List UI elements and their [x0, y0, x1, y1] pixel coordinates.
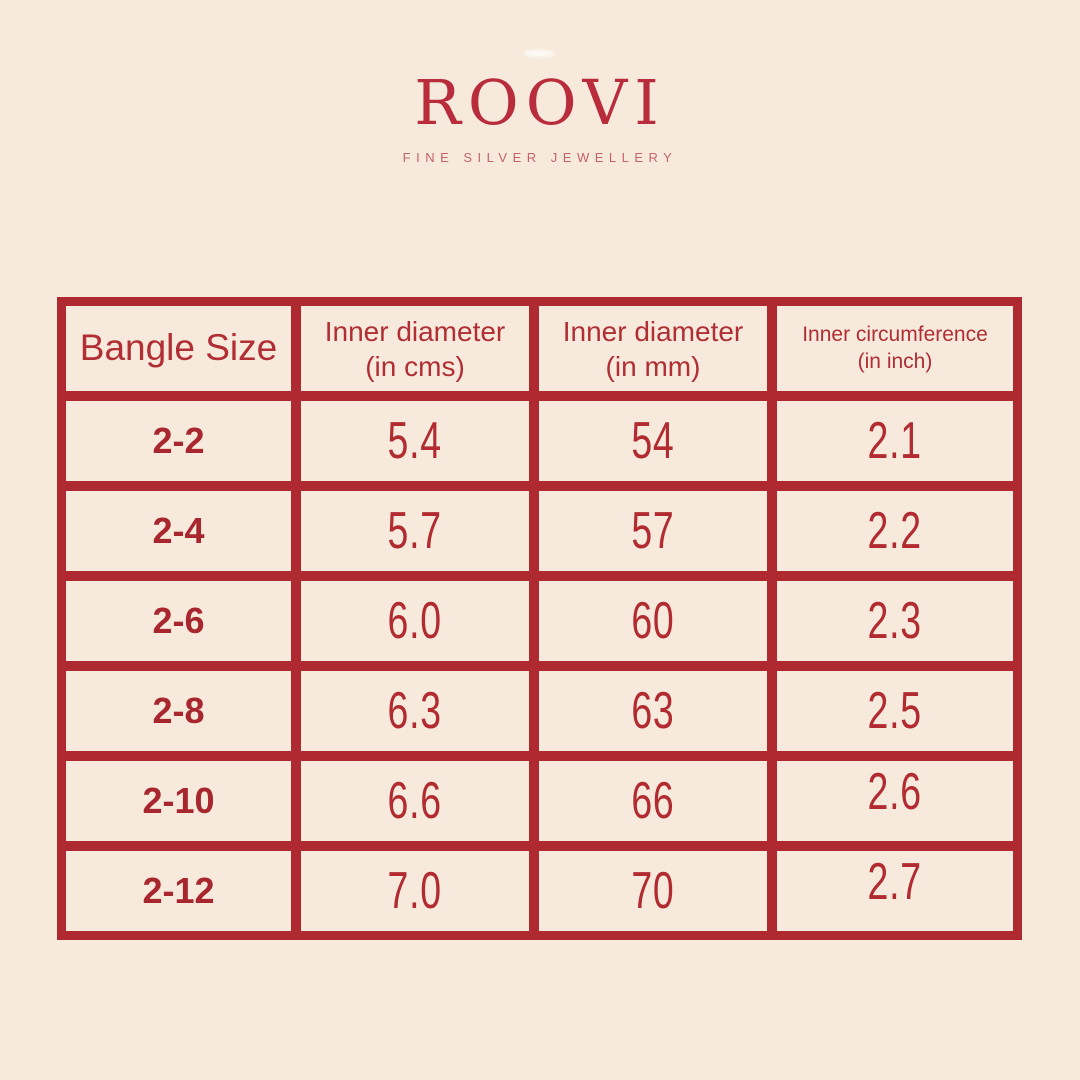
- cell-circumference-inch: 2.5: [777, 671, 1013, 751]
- header-unit: (in mm): [605, 350, 701, 382]
- cell-diameter-mm: 66: [539, 761, 767, 841]
- header-label: Inner circumference: [802, 323, 988, 347]
- cell-diameter-mm: 70: [539, 851, 767, 931]
- value: 70: [631, 862, 675, 920]
- cell-diameter-cm: 7.0: [301, 851, 529, 931]
- cell-diameter-cm: 6.0: [301, 581, 529, 661]
- header-inner-diameter-mm: Inner diameter (in mm): [539, 306, 767, 391]
- cell-size: 2-8: [66, 671, 291, 751]
- value: 2.6: [867, 763, 923, 821]
- value: 2.1: [867, 412, 923, 470]
- cell-diameter-mm: 60: [539, 581, 767, 661]
- brand-logo: ROOVI: [414, 66, 666, 139]
- value: 66: [631, 772, 675, 830]
- header-unit: (in cms): [365, 350, 465, 382]
- value: 54: [631, 412, 675, 470]
- cell-diameter-cm: 5.4: [301, 401, 529, 481]
- brand-header: ROOVI FINE SILVER JEWELLERY: [0, 0, 1080, 165]
- header-label: Inner diameter: [562, 315, 744, 347]
- cell-size: 2-6: [66, 581, 291, 661]
- cell-diameter-cm: 5.7: [301, 491, 529, 571]
- cell-circumference-inch: 2.2: [777, 491, 1013, 571]
- cell-diameter-mm: 54: [539, 401, 767, 481]
- cell-diameter-cm: 6.6: [301, 761, 529, 841]
- value: 60: [631, 592, 675, 650]
- white-smudge: [524, 50, 554, 57]
- cell-diameter-mm: 57: [539, 491, 767, 571]
- value: 2.7: [867, 853, 923, 911]
- value: 2.5: [867, 682, 923, 740]
- bangle-size-table: Bangle Size Inner diameter (in cms) Inne…: [57, 297, 1022, 940]
- value: 7.0: [387, 862, 443, 920]
- cell-size: 2-4: [66, 491, 291, 571]
- header-label: Bangle Size: [79, 327, 278, 369]
- value: 5.7: [387, 502, 443, 560]
- header-inner-diameter-cms: Inner diameter (in cms): [301, 306, 529, 391]
- header-bangle-size: Bangle Size: [66, 306, 291, 391]
- cell-circumference-inch: 2.1: [777, 401, 1013, 481]
- cell-circumference-inch: 2.7: [777, 851, 1013, 931]
- value: 63: [631, 682, 675, 740]
- header-unit: (in inch): [857, 349, 933, 373]
- cell-size: 2-12: [66, 851, 291, 931]
- value: 2.2: [867, 502, 923, 560]
- cell-circumference-inch: 2.3: [777, 581, 1013, 661]
- value: 6.6: [387, 772, 443, 830]
- value: 6.0: [387, 592, 443, 650]
- cell-size: 2-2: [66, 401, 291, 481]
- value: 6.3: [387, 682, 443, 740]
- value: 2.3: [867, 592, 923, 650]
- value: 57: [631, 502, 675, 560]
- header-label: Inner diameter: [324, 315, 506, 347]
- cell-circumference-inch: 2.6: [777, 761, 1013, 841]
- header-inner-circumference-inch: Inner circumference (in inch): [777, 306, 1013, 391]
- cell-diameter-mm: 63: [539, 671, 767, 751]
- cell-diameter-cm: 6.3: [301, 671, 529, 751]
- brand-tagline: FINE SILVER JEWELLERY: [402, 150, 678, 165]
- value: 5.4: [387, 412, 443, 470]
- cell-size: 2-10: [66, 761, 291, 841]
